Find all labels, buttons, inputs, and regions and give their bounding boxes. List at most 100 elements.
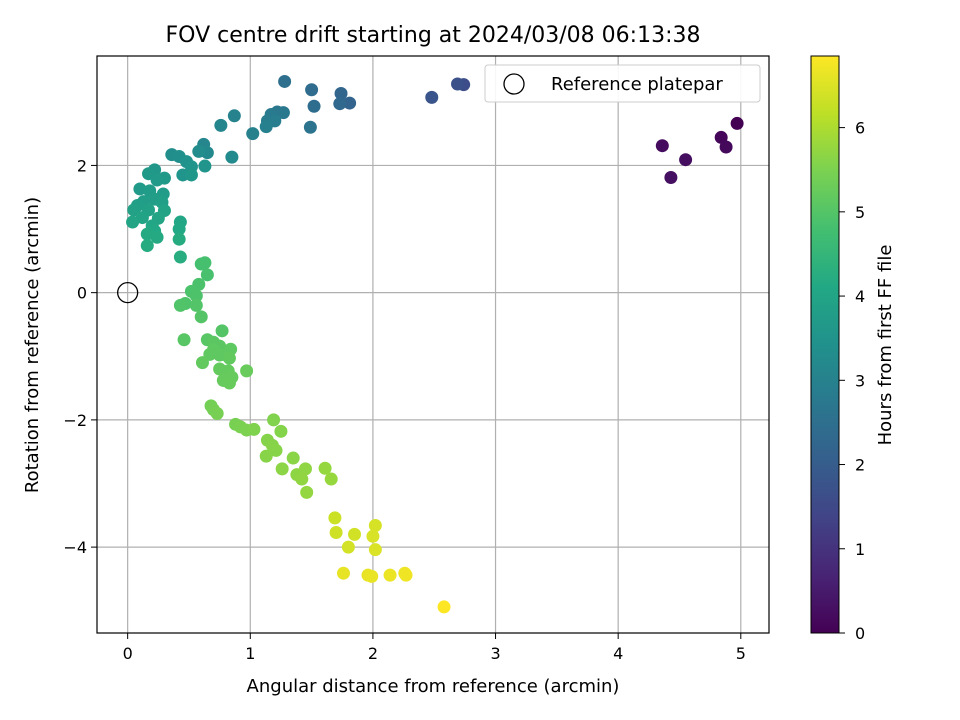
colorbar xyxy=(810,55,840,634)
x-tick-label: 2 xyxy=(368,644,378,663)
data-point xyxy=(259,120,273,134)
reference-marker-group xyxy=(117,282,139,304)
data-point xyxy=(198,159,212,173)
x-tick-label: 1 xyxy=(245,644,255,663)
data-point xyxy=(173,250,187,264)
x-tick-label: 3 xyxy=(490,644,500,663)
data-point xyxy=(150,230,164,244)
data-point xyxy=(140,227,154,241)
legend-box xyxy=(484,64,761,103)
y-axis-label: Rotation from reference (arcmin) xyxy=(22,197,43,493)
data-point xyxy=(246,127,260,141)
data-point xyxy=(133,182,147,196)
legend-marker-circle xyxy=(503,73,525,95)
data-point xyxy=(126,215,140,229)
data-point xyxy=(425,90,439,104)
colorbar-tick-label: 3 xyxy=(855,371,865,390)
data-point xyxy=(215,324,229,338)
x-tick-label: 4 xyxy=(613,644,623,663)
data-point xyxy=(135,211,149,225)
data-point xyxy=(451,77,465,91)
data-point xyxy=(334,87,348,101)
data-point xyxy=(333,97,347,111)
data-point xyxy=(172,222,186,236)
legend-entry: Reference platepar xyxy=(551,74,723,95)
data-point xyxy=(303,120,317,134)
data-point xyxy=(259,449,273,463)
data-point xyxy=(305,83,319,97)
data-point xyxy=(198,256,212,270)
data-point xyxy=(189,289,203,303)
colorbar-label: Hours from first FF file xyxy=(875,245,896,446)
data-point xyxy=(227,109,241,123)
data-point xyxy=(368,543,382,557)
x-axis-ticks: 0 1 2 3 4 5 xyxy=(123,633,746,663)
data-point xyxy=(714,130,728,144)
data-point xyxy=(679,153,693,167)
colorbar-tick-label: 2 xyxy=(855,456,865,475)
data-point xyxy=(328,511,342,525)
data-point xyxy=(365,569,379,583)
data-point xyxy=(278,74,292,88)
data-point xyxy=(195,356,209,370)
legend: Reference platepar xyxy=(484,64,761,103)
data-point xyxy=(324,472,338,486)
data-point xyxy=(336,566,350,580)
data-point xyxy=(655,139,669,153)
data-point xyxy=(368,518,382,532)
data-point xyxy=(286,451,300,465)
data-point xyxy=(184,168,198,182)
colorbar-ticks: 0 1 2 3 4 5 6 xyxy=(839,119,865,643)
y-tick-label: −4 xyxy=(63,538,87,557)
plot-frame xyxy=(96,55,770,634)
data-point xyxy=(341,540,355,554)
data-point xyxy=(267,413,281,427)
colorbar-tick-label: 1 xyxy=(855,540,865,559)
y-tick-label: 2 xyxy=(77,156,87,175)
data-point xyxy=(383,568,397,582)
data-point xyxy=(247,422,261,436)
data-point xyxy=(276,106,290,120)
data-point xyxy=(307,99,321,113)
data-point xyxy=(222,351,236,365)
data-point xyxy=(177,333,191,347)
data-point xyxy=(329,525,343,539)
data-point xyxy=(222,376,236,390)
colorbar-tick-label: 5 xyxy=(855,203,865,222)
y-tick-label: −2 xyxy=(63,411,87,430)
x-axis-label: Angular distance from reference (arcmin) xyxy=(247,676,620,697)
data-point xyxy=(127,203,141,217)
data-point xyxy=(210,407,224,421)
chart-title: FOV centre drift starting at 2024/03/08 … xyxy=(166,23,701,48)
data-point xyxy=(150,173,164,187)
y-axis-ticks: −4 −2 0 2 xyxy=(63,156,97,557)
data-point xyxy=(437,600,451,614)
data-point xyxy=(318,461,332,475)
colorbar-tick-label: 6 xyxy=(855,119,865,138)
data-point xyxy=(719,140,733,154)
data-point xyxy=(274,424,288,438)
data-point xyxy=(269,443,283,457)
x-tick-label: 0 xyxy=(123,644,133,663)
data-point xyxy=(664,171,678,185)
data-point xyxy=(225,150,239,164)
data-point xyxy=(399,568,413,582)
data-point xyxy=(172,232,186,246)
data-point xyxy=(194,310,208,324)
colorbar-tick-label: 4 xyxy=(855,287,865,306)
data-point xyxy=(189,298,203,312)
colorbar-tick-label: 0 xyxy=(855,624,865,643)
data-point xyxy=(200,268,214,282)
data-point xyxy=(730,116,744,130)
reference-platepar-marker xyxy=(117,282,139,304)
data-points xyxy=(126,74,744,614)
data-point xyxy=(300,485,314,499)
data-point xyxy=(366,529,380,543)
data-point xyxy=(295,472,309,486)
data-point xyxy=(192,144,206,158)
y-tick-label: 0 xyxy=(77,284,87,303)
data-point xyxy=(348,527,362,541)
data-point xyxy=(275,462,289,476)
